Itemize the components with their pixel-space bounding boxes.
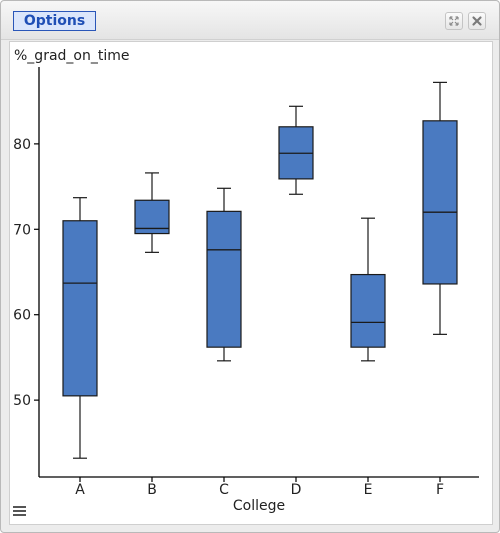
y-axis-label: %_grad_on_time — [14, 48, 129, 64]
options-button[interactable]: Options — [13, 11, 96, 31]
y-tick-label: 70 — [13, 222, 31, 238]
hamburger-menu-icon[interactable] — [12, 505, 28, 519]
box-iqr — [422, 120, 458, 285]
box-A — [62, 197, 98, 459]
box-D — [278, 105, 314, 195]
boxplot-chart: %_grad_on_time College 50 60 70 80 A B C D E F — [13, 48, 479, 514]
expand-button[interactable] — [445, 12, 463, 30]
x-axis-label: College — [233, 498, 285, 514]
box-B — [134, 172, 170, 253]
plot-panel: %_grad_on_time College 50 60 70 80 A B C D E F — [9, 41, 493, 525]
x-tick-label: F — [436, 482, 444, 498]
box-iqr — [62, 220, 98, 397]
y-tick-label: 50 — [13, 393, 31, 409]
box-iqr — [206, 210, 242, 348]
box-E — [350, 217, 386, 362]
title-bar: Options — [1, 1, 499, 40]
boxes-group — [62, 81, 458, 459]
close-icon — [472, 16, 482, 26]
y-tick-label: 80 — [13, 137, 31, 153]
box-iqr — [350, 273, 386, 348]
x-tick-label: B — [147, 482, 157, 498]
expand-icon — [449, 16, 459, 26]
box-C — [206, 187, 242, 362]
x-tick-label: A — [75, 482, 85, 498]
y-tick-label: 60 — [13, 308, 31, 324]
axes: 50 60 70 80 A B C D E F — [13, 67, 479, 498]
x-tick-label: E — [364, 482, 373, 498]
box-F — [422, 81, 458, 335]
x-tick-label: D — [291, 482, 302, 498]
x-tick-label: C — [219, 482, 229, 498]
close-button[interactable] — [468, 12, 486, 30]
